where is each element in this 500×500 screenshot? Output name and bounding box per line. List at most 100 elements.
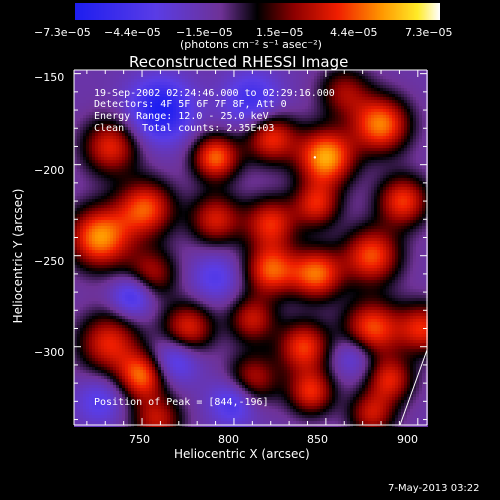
heatmap-cell (254, 127, 257, 130)
heatmap-cell (413, 163, 416, 166)
heatmap-cell (323, 121, 326, 124)
heatmap-cell (368, 109, 371, 112)
heatmap-cell (197, 73, 200, 76)
heatmap-cell (89, 157, 92, 160)
heatmap-cell (200, 157, 203, 160)
heatmap-cell (422, 154, 425, 157)
heatmap-cell (329, 136, 332, 139)
heatmap-cell (284, 79, 287, 82)
heatmap-cell (374, 109, 377, 112)
heatmap-cell (359, 115, 362, 118)
heatmap-cell (335, 145, 338, 148)
heatmap-cell (221, 178, 224, 181)
heatmap-cell (185, 163, 188, 166)
heatmap-cell (227, 112, 230, 115)
heatmap-cell (200, 136, 203, 139)
heatmap-cell (320, 190, 323, 193)
heatmap-cell (416, 148, 419, 151)
heatmap-cell (74, 178, 77, 181)
heatmap-cell (161, 193, 164, 196)
heatmap-cell (272, 187, 275, 190)
heatmap-cell (170, 130, 173, 133)
heatmap-cell (152, 133, 155, 136)
heatmap-cell (389, 157, 392, 160)
heatmap-cell (167, 187, 170, 190)
heatmap-cell (299, 154, 302, 157)
heatmap-cell (134, 193, 137, 196)
heatmap-cell (158, 94, 161, 97)
heatmap-cell (161, 121, 164, 124)
heatmap-cell (260, 112, 263, 115)
heatmap-cell (110, 151, 113, 154)
heatmap-cell (86, 175, 89, 178)
heatmap-cell (224, 100, 227, 103)
heatmap-cell (260, 157, 263, 160)
heatmap-cell (113, 151, 116, 154)
heatmap-cell (113, 145, 116, 148)
heatmap-cell (308, 79, 311, 82)
heatmap-cell (218, 187, 221, 190)
heatmap-cell (290, 124, 293, 127)
heatmap-cell (98, 94, 101, 97)
heatmap-cell (275, 169, 278, 172)
heatmap-cell (83, 154, 86, 157)
heatmap-cell (191, 190, 194, 193)
heatmap-cell (209, 73, 212, 76)
heatmap-cell (326, 166, 329, 169)
heatmap-cell (134, 184, 137, 187)
heatmap-cell (320, 157, 323, 160)
heatmap-cell (221, 112, 224, 115)
heatmap-cell (191, 193, 194, 196)
heatmap-cell (263, 163, 266, 166)
heatmap-cell (116, 136, 119, 139)
heatmap-cell (161, 70, 164, 73)
heatmap-cell (86, 88, 89, 91)
heatmap-cell (176, 145, 179, 148)
heatmap-cell (188, 181, 191, 184)
heatmap-cell (311, 115, 314, 118)
heatmap-cell (260, 100, 263, 103)
heatmap-cell (302, 172, 305, 175)
heatmap-cell (137, 160, 140, 163)
heatmap-cell (155, 139, 158, 142)
heatmap-cell (173, 142, 176, 145)
heatmap-cell (161, 181, 164, 184)
heatmap-cell (272, 172, 275, 175)
heatmap-cell (302, 91, 305, 94)
heatmap-cell (266, 178, 269, 181)
heatmap-cell (209, 82, 212, 85)
heatmap-cell (80, 79, 83, 82)
heatmap-cell (236, 154, 239, 157)
heatmap-cell (194, 109, 197, 112)
heatmap-cell (242, 85, 245, 88)
heatmap-cell (173, 76, 176, 79)
heatmap-cell (125, 112, 128, 115)
heatmap-cell (134, 91, 137, 94)
heatmap-cell (323, 76, 326, 79)
heatmap-cell (206, 142, 209, 145)
heatmap-cell (89, 76, 92, 79)
heatmap-cell (314, 91, 317, 94)
heatmap-cell (134, 187, 137, 190)
heatmap-cell (194, 100, 197, 103)
heatmap-cell (125, 73, 128, 76)
heatmap-cell (311, 76, 314, 79)
heatmap-cell (86, 76, 89, 79)
heatmap-cell (254, 85, 257, 88)
heatmap-cell (80, 169, 83, 172)
heatmap-cell (200, 97, 203, 100)
heatmap-cell (92, 169, 95, 172)
heatmap-cell (278, 157, 281, 160)
heatmap-cell (398, 172, 401, 175)
heatmap-cell (233, 184, 236, 187)
heatmap-cell (119, 184, 122, 187)
heatmap-cell (161, 157, 164, 160)
heatmap-cell (146, 172, 149, 175)
heatmap-cell (353, 82, 356, 85)
heatmap-cell (92, 148, 95, 151)
heatmap-cell (197, 187, 200, 190)
heatmap-cell (191, 91, 194, 94)
heatmap-cell (224, 157, 227, 160)
heatmap-cell (230, 178, 233, 181)
heatmap-cell (170, 70, 173, 73)
